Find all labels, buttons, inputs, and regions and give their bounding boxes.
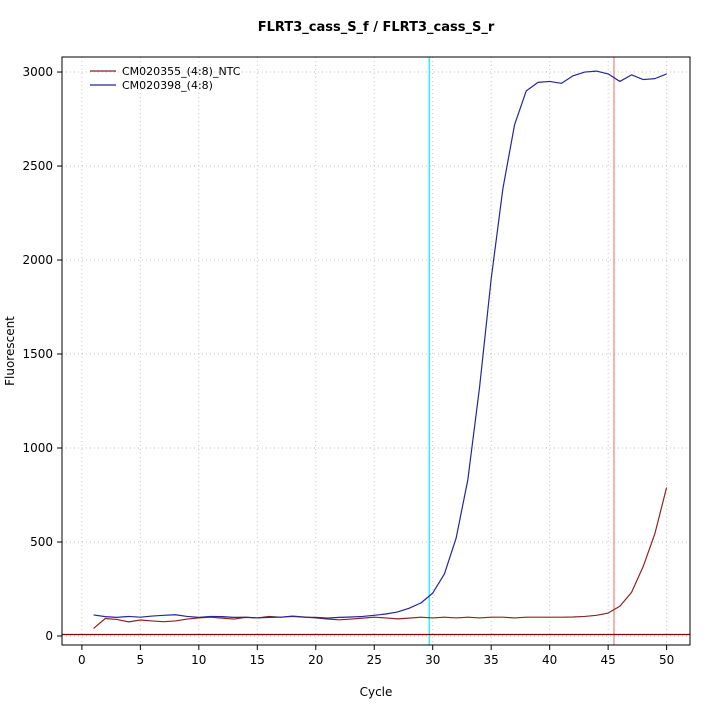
x-tick-label: 20: [308, 653, 323, 667]
series-line-CM020398_(4:8): [93, 70, 667, 619]
y-tick-label: 500: [30, 535, 53, 549]
x-tick-label: 50: [659, 653, 674, 667]
series-line-CM020355_(4:8)_NTC: [93, 487, 668, 629]
x-tick-label: 35: [484, 653, 499, 667]
marker-layer: [62, 57, 690, 645]
series-layer: [93, 70, 668, 629]
x-tick-label: 30: [425, 653, 440, 667]
x-tick-label: 25: [367, 653, 382, 667]
x-tick-label: 0: [78, 653, 86, 667]
x-tick-label: 5: [137, 653, 145, 667]
y-axis-label: Fluorescent: [3, 316, 17, 386]
y-tick-label: 2500: [22, 159, 53, 173]
y-tick-label: 2000: [22, 253, 53, 267]
legend-label: CM020398_(4:8): [122, 79, 213, 92]
x-tick-label: 45: [600, 653, 615, 667]
legend-label: CM020355_(4:8)_NTC: [122, 65, 241, 78]
x-tick-label: 40: [542, 653, 557, 667]
x-axis-label: Cycle: [360, 685, 393, 699]
y-tick-label: 0: [45, 629, 53, 643]
chart-title: FLRT3_cass_S_f / FLRT3_cass_S_r: [258, 20, 495, 35]
y-tick-label: 3000: [22, 65, 53, 79]
y-tick-label: 1000: [22, 441, 53, 455]
x-tick-label: 15: [250, 653, 265, 667]
grid-layer: [62, 57, 690, 645]
x-tick-label: 10: [191, 653, 206, 667]
y-tick-label: 1500: [22, 347, 53, 361]
axis-layer: 0 5 10 15 20 25 30 35 40 45 5005001000150020002500…: [22, 56, 691, 667]
plot-box: [61, 56, 691, 646]
